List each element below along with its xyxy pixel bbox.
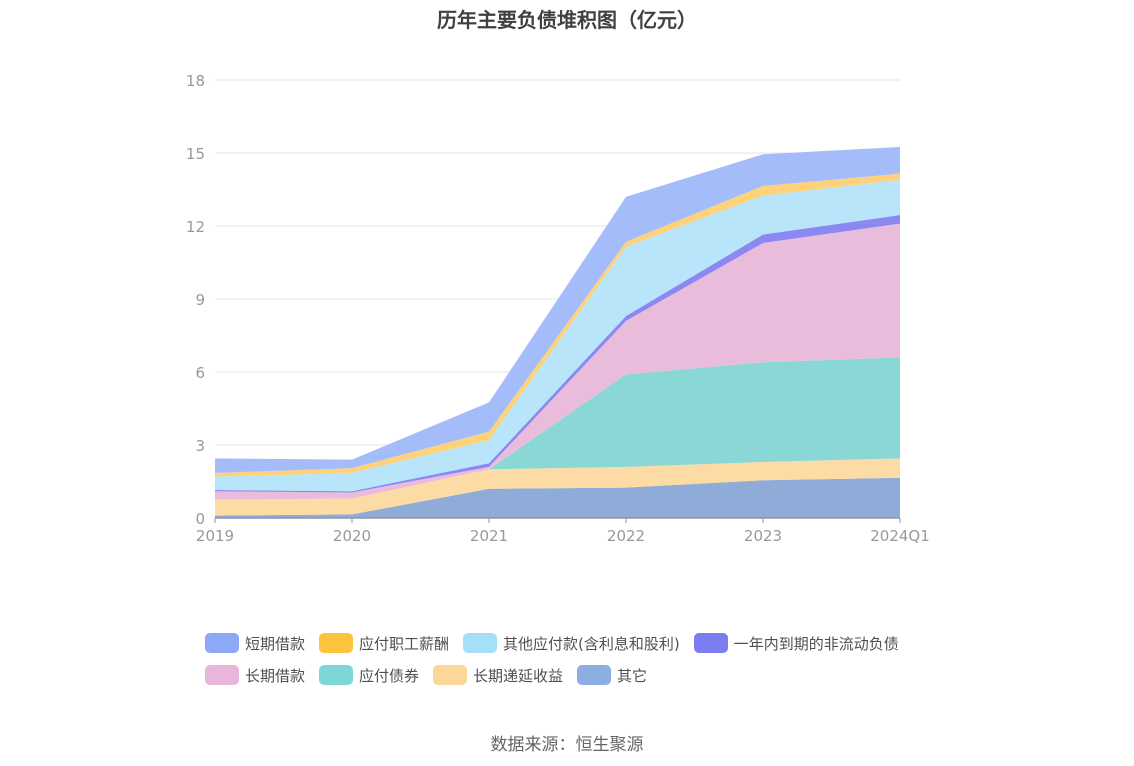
- legend-label: 长期递延收益: [473, 666, 564, 685]
- legend-swatch: [463, 633, 498, 653]
- x-tick-label: 2024Q1: [870, 527, 930, 545]
- legend-row-2: 长期借款 应付债券 长期递延收益 其它: [205, 664, 965, 686]
- legend-row-1: 短期借款 应付职工薪酬 其他应付款(含利息和股利) 一年内到期的非流动负债: [205, 632, 965, 654]
- legend-item-current-noncurrent-liabilities[interactable]: 一年内到期的非流动负债: [693, 633, 899, 654]
- legend-item-others[interactable]: 其它: [577, 665, 647, 686]
- legend-label: 其他应付款(含利息和股利): [503, 634, 680, 653]
- x-tick-label: 2020: [333, 527, 371, 545]
- legend-swatch: [205, 633, 239, 653]
- chart-title: 历年主要负债堆积图（亿元）: [437, 8, 697, 32]
- legend-label: 其它: [617, 666, 648, 685]
- stacked-area-chart: 0 3 6 9 12 15 18 2019 2020 2021 2022 2023 2024Q1: [186, 72, 930, 545]
- legend-item-bonds-payable[interactable]: 应付债券: [319, 665, 419, 686]
- x-tick-label: 2023: [744, 527, 782, 545]
- legend-swatch: [205, 665, 239, 685]
- legend-label: 应付债券: [359, 666, 420, 685]
- x-tick-label: 2022: [607, 527, 645, 545]
- legend-item-employee-payable[interactable]: 应付职工薪酬: [319, 633, 449, 654]
- area-series-2: [215, 357, 900, 500]
- legend-swatch: [577, 665, 612, 685]
- area-series-7: [215, 146, 900, 473]
- legend-item-other-payables[interactable]: 其他应付款(含利息和股利): [463, 633, 680, 654]
- legend-label: 长期借款: [245, 666, 306, 685]
- y-tick-label: 15: [186, 145, 205, 163]
- x-tick-label: 2019: [196, 527, 234, 545]
- area-series-3: [215, 223, 900, 500]
- y-tick-label: 9: [195, 291, 205, 309]
- legend-item-short-term-borrowing[interactable]: 短期借款: [205, 633, 305, 654]
- area-series-5: [215, 179, 900, 492]
- y-tick-label: 6: [195, 364, 205, 382]
- legend-item-deferred-income[interactable]: 长期递延收益: [433, 665, 563, 686]
- legend-swatch: [319, 665, 354, 685]
- legend-swatch: [693, 633, 728, 653]
- y-tick-label: 3: [195, 437, 205, 455]
- area-series-0: [215, 477, 900, 518]
- legend-swatch: [319, 633, 354, 653]
- y-tick-label: 0: [195, 510, 205, 528]
- data-source: 数据来源：恒生聚源: [490, 735, 644, 755]
- legend-label: 应付职工薪酬: [359, 634, 450, 653]
- y-tick-label: 18: [186, 72, 205, 90]
- x-tick-label: 2021: [470, 527, 508, 545]
- legend-item-long-term-borrowing[interactable]: 长期借款: [205, 665, 305, 686]
- legend-swatch: [433, 665, 468, 685]
- y-tick-label: 12: [186, 218, 205, 236]
- legend-label: 一年内到期的非流动负债: [733, 634, 899, 653]
- legend-label: 短期借款: [245, 634, 306, 653]
- area-series-1: [215, 458, 900, 516]
- chart-legend: 短期借款 应付职工薪酬 其他应付款(含利息和股利) 一年内到期的非流动负债 长期…: [205, 632, 965, 696]
